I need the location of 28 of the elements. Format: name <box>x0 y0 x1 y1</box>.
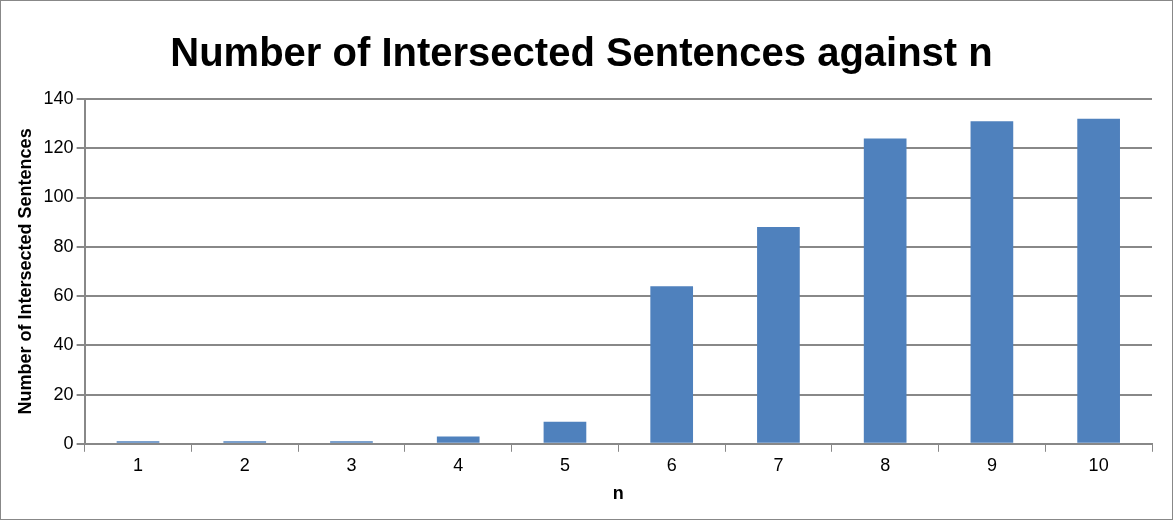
y-tick-label: 80 <box>53 235 74 256</box>
bar <box>1077 118 1120 443</box>
y-axis-title: Number of Intersected Sentences <box>14 128 35 415</box>
x-tick-label: 5 <box>559 454 570 475</box>
x-tick-label: 9 <box>986 454 997 475</box>
bar <box>863 138 907 443</box>
y-tick-label: 120 <box>43 137 74 158</box>
x-axis-title: n <box>612 483 624 504</box>
x-tick-label: 10 <box>1088 454 1109 475</box>
chart-title: Number of Intersected Sentences against n <box>170 30 993 75</box>
y-tick-label: 40 <box>53 334 74 355</box>
y-tick-label: 20 <box>53 383 74 404</box>
bar <box>436 436 480 443</box>
x-tick-label: 6 <box>666 454 677 475</box>
bar <box>543 421 587 443</box>
bar <box>970 121 1014 443</box>
bar <box>650 286 694 443</box>
y-tick-label: 0 <box>63 432 74 453</box>
y-tick-label: 140 <box>43 87 74 108</box>
x-tick-label: 1 <box>132 454 144 475</box>
y-tick-label: 60 <box>53 285 74 305</box>
x-tick-label: 3 <box>346 454 357 475</box>
bar <box>757 227 800 443</box>
x-tick-label: 2 <box>239 454 250 475</box>
x-tick-label: 7 <box>773 454 784 475</box>
y-tick-label: 100 <box>43 186 74 207</box>
x-tick-label: 4 <box>453 454 464 475</box>
x-tick-label: 8 <box>880 454 891 475</box>
